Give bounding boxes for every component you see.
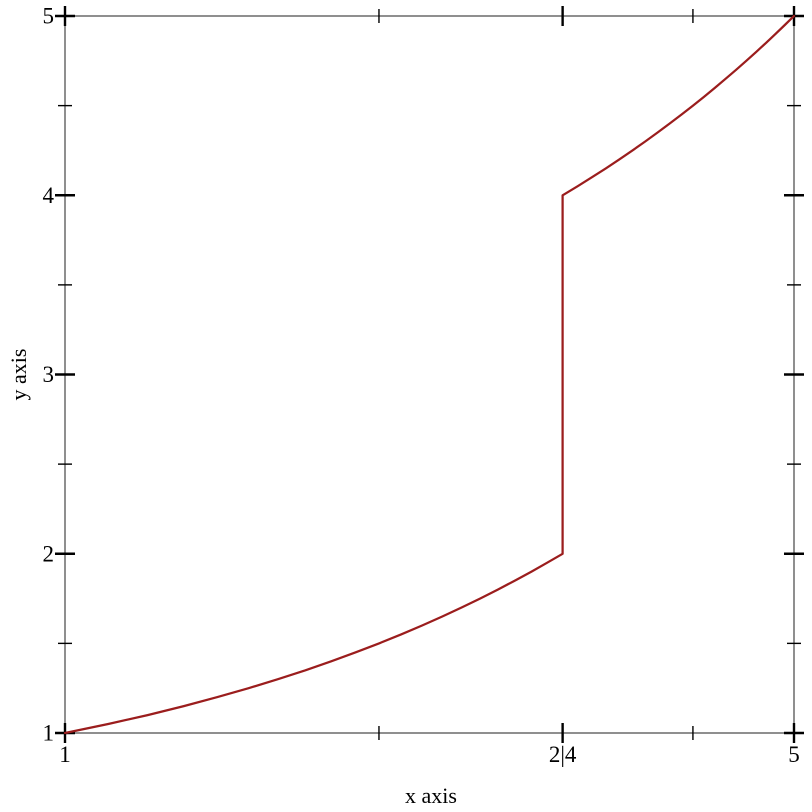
x-tick-label-5: 5: [788, 742, 800, 767]
plot-frame: [64, 15, 795, 734]
y-axis-title: y axis: [6, 349, 31, 401]
x-tick-label-1: 1: [59, 742, 71, 767]
x-tick-label-2-4: 2|4: [549, 742, 577, 767]
y-tick-label-5: 5: [43, 4, 55, 29]
function-curve: [63, 14, 796, 735]
y-tick-label-4: 4: [43, 183, 55, 208]
x-axis-ticks: [63, 6, 796, 743]
y-tick-label-3: 3: [43, 362, 55, 387]
x-axis-title: x axis: [405, 783, 457, 808]
y-tick-label-2: 2: [43, 541, 55, 566]
y-axis-ticks: [55, 14, 804, 735]
y-tick-label-1: 1: [43, 721, 55, 746]
